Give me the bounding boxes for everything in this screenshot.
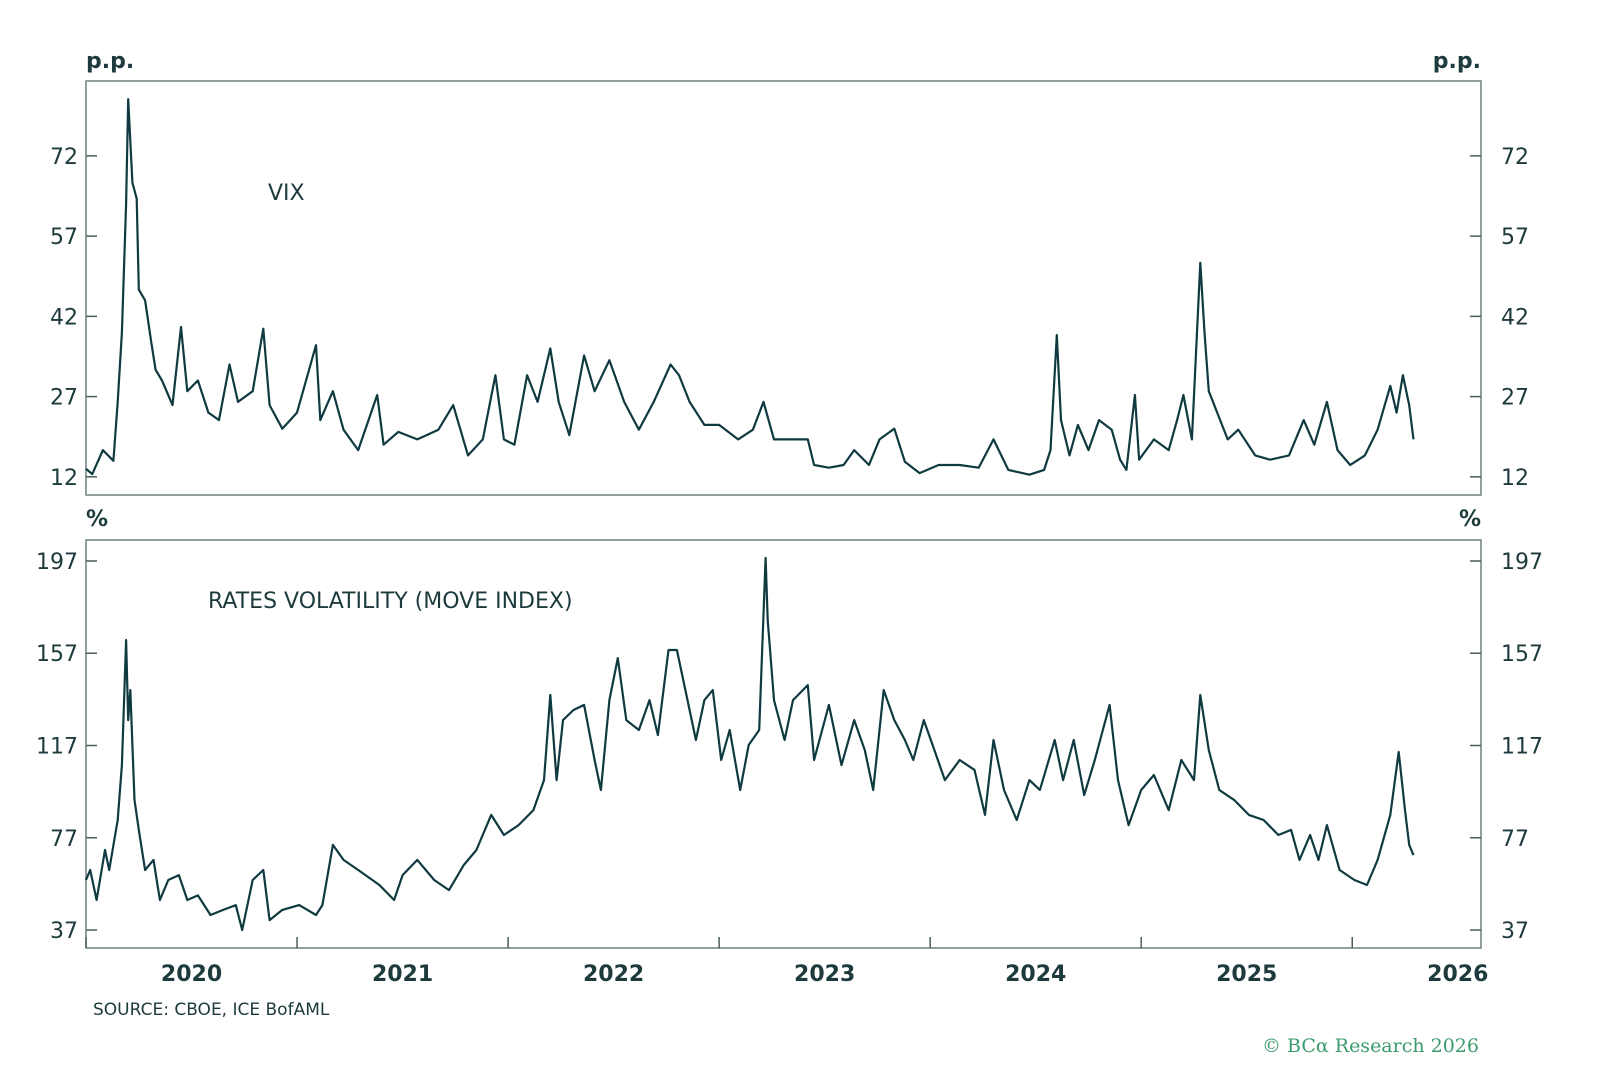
x-tick-label: 2020 [161,962,222,987]
x-tick-label: 2022 [583,962,644,987]
vix-frame [85,80,1482,496]
move-title: RATES VOLATILITY (MOVE INDEX) [208,589,573,614]
move-unit-left: % [86,507,108,532]
move-ytick-label-right: 117 [1501,734,1543,759]
x-tick-label: 2021 [372,962,433,987]
move-ytick-label-right: 37 [1501,919,1529,944]
vix-ytick-label-left: 57 [50,225,78,250]
move-ytick-label-right: 77 [1501,827,1529,852]
move-frame [85,539,1482,949]
vix-panel: p.p. p.p. VIX 72 72 57 57 42 42 27 27 12 12 [50,49,1529,496]
vix-ytick-label-left: 12 [50,466,78,491]
move-ytick-label-right: 197 [1501,550,1543,575]
source-note: SOURCE: CBOE, ICE BofAML [93,1000,330,1020]
move-panel: % % RATES VOLATILITY (MOVE INDEX) 197 197… [36,507,1543,987]
vix-ytick-label-right: 72 [1501,145,1529,170]
move-ytick-label-left: 157 [36,642,78,667]
vix-ytick-label-left: 72 [50,145,78,170]
vix-title: VIX [268,181,305,206]
move-ytick-label-left: 37 [50,919,78,944]
vix-ytick-label-left: 42 [50,305,78,330]
vix-ytick-label-left: 27 [50,386,78,411]
move-ytick-label-left: 77 [50,827,78,852]
vix-unit-right: p.p. [1433,49,1481,74]
move-ytick-label-left: 117 [36,734,78,759]
vix-unit-left: p.p. [86,49,134,74]
vix-y-ticks: 72 72 57 57 42 42 27 27 12 12 [50,145,1529,491]
move-y-ticks: 197 197 157 157 117 117 77 77 37 37 [36,550,1543,944]
vix-ytick-label-right: 42 [1501,305,1529,330]
copyright-logo: © BCα Research 2026 [1262,1035,1479,1057]
move-series-line [84,556,1415,932]
x-tick-label: 2025 [1216,962,1277,987]
move-unit-right: % [1459,507,1481,532]
vix-ytick-label-right: 27 [1501,386,1529,411]
move-ytick-label-left: 197 [36,550,78,575]
x-tick-label: 2024 [1005,962,1066,987]
x-axis-ticks: 2020 2021 2022 2023 2024 2025 2026 [85,937,1488,987]
x-tick-label: 2026 [1427,962,1488,987]
x-tick-label: 2023 [794,962,855,987]
vix-ytick-label-right: 57 [1501,225,1529,250]
vix-series-line [85,98,1415,476]
vix-ytick-label-right: 12 [1501,466,1529,491]
move-ytick-label-right: 157 [1501,642,1543,667]
